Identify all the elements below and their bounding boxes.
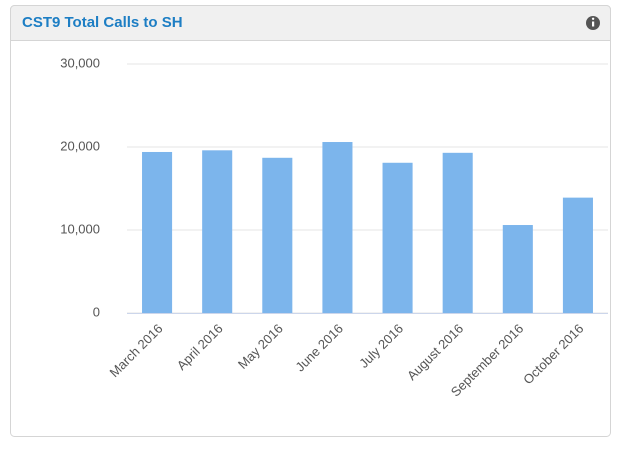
bar [442, 152, 473, 313]
y-tick-label: 20,000 [60, 138, 100, 153]
bar [202, 150, 233, 313]
bar [322, 142, 353, 313]
chart-title: CST9 Total Calls to SH [22, 14, 183, 31]
y-tick-label: 0 [93, 304, 100, 319]
info-icon[interactable] [586, 16, 600, 30]
info-icon-stem[interactable] [592, 21, 595, 27]
panel-header [10, 5, 611, 41]
bar [142, 151, 173, 313]
bar [502, 225, 533, 313]
y-tick-label: 30,000 [60, 55, 100, 70]
info-icon-dot[interactable] [591, 17, 595, 20]
bar [262, 157, 293, 313]
bar [562, 197, 593, 313]
y-tick-label: 10,000 [60, 221, 100, 236]
panel [10, 5, 611, 437]
bar [382, 162, 413, 313]
